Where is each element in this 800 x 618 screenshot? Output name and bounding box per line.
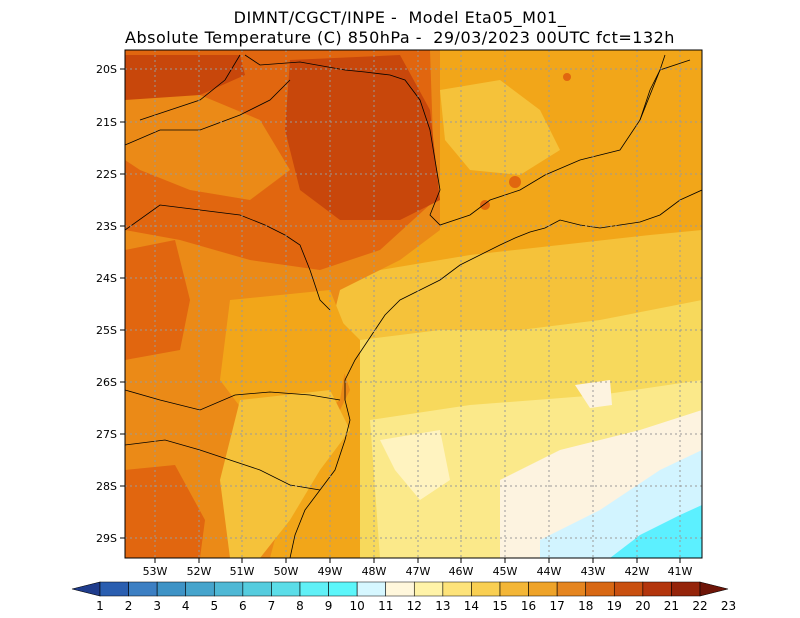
field-cyan: [610, 505, 702, 558]
colorbar-swatch: [128, 581, 158, 597]
state-border-6: [139, 54, 241, 121]
map-frame: [124, 49, 703, 559]
colorbar-label: 14: [464, 599, 479, 613]
lon-label: 52W: [187, 565, 212, 578]
grid: [125, 50, 702, 558]
state-border-1: [244, 54, 666, 226]
state-border-2: [125, 204, 331, 311]
lon-label: 51W: [230, 565, 255, 578]
title-line-2: Absolute Temperature (C) 850hPa - 29/03/…: [125, 28, 675, 47]
colorbar-label: 23: [721, 599, 736, 613]
colorbar-label: 5: [210, 599, 218, 613]
colorbar-label: 18: [578, 599, 593, 613]
colorbar-label: 19: [607, 599, 622, 613]
colorbar-swatch: [99, 581, 129, 597]
colorbar-swatch: [671, 581, 701, 597]
colorbar-label: 3: [153, 599, 161, 613]
colorbar-label: 20: [635, 599, 650, 613]
colorbar-label: 17: [550, 599, 565, 613]
colorbar-label: 13: [435, 599, 450, 613]
lon-label: 53W: [143, 565, 168, 578]
colorbar-swatch: [499, 581, 529, 597]
colorbar-label: 6: [239, 599, 247, 613]
colorbar-swatch: [71, 581, 101, 597]
field-cool-ne: [440, 80, 560, 175]
lat-label: 27S: [96, 428, 117, 441]
colorbar-swatch: [585, 581, 615, 597]
colorbar-swatch: [613, 581, 644, 597]
lon-label: 45W: [493, 565, 518, 578]
lon-labels: 53W 52W 51W 50W 49W 48W 47W 46W 45W 44W …: [143, 565, 693, 578]
colorbar-label: 4: [182, 599, 190, 613]
lon-label: 44W: [537, 565, 562, 578]
colorbar-swatch: [442, 581, 472, 597]
lat-label: 21S: [96, 116, 117, 129]
colorbar-label: 7: [268, 599, 276, 613]
lat-label: 26S: [96, 376, 117, 389]
temperature-field: [125, 50, 702, 558]
field-spot-2: [480, 200, 490, 210]
field-cream-1: [380, 430, 450, 500]
lat-label: 22S: [96, 168, 117, 181]
lat-label: 28S: [96, 480, 117, 493]
lon-label: 43W: [581, 565, 606, 578]
colorbar: 1 2 3 4 5 6 7 8 9 10 11 12 13 14 15 16 17 18 19 20 21 22 23: [71, 581, 736, 613]
lon-label: 50W: [274, 565, 299, 578]
lat-label: 23S: [96, 220, 117, 233]
colorbar-swatch: [242, 581, 272, 597]
colorbar-label: 10: [350, 599, 365, 613]
field-cool-sw: [220, 390, 350, 558]
colorbar-swatch: [356, 581, 387, 597]
colorbar-swatch: [699, 581, 729, 597]
colorbar-label: 21: [664, 599, 679, 613]
colorbar-label: 9: [325, 599, 333, 613]
field-spot-3: [563, 73, 571, 81]
coastline: [289, 189, 702, 558]
colorbar-swatch: [156, 581, 187, 597]
lon-label: 46W: [449, 565, 474, 578]
colorbar-swatch: [528, 581, 558, 597]
colorbar-swatch: [413, 581, 444, 597]
tick-marks: [120, 68, 681, 563]
field-warm-sw: [125, 465, 205, 558]
colorbar-label: 15: [492, 599, 507, 613]
state-border-4: [125, 439, 321, 491]
colorbar-swatch: [271, 581, 301, 597]
colorbar-label: 12: [407, 599, 422, 613]
lat-label: 24S: [96, 272, 117, 285]
lat-label: 29S: [96, 532, 117, 545]
colorbar-swatch: [185, 581, 215, 597]
field-cool: [330, 230, 702, 340]
title-line-1: DIMNT/CGCT/INPE - Model Eta05_M01_: [233, 8, 567, 27]
field-warmest-1: [285, 55, 440, 220]
colorbar-swatch: [299, 581, 329, 597]
lon-label: 47W: [406, 565, 431, 578]
colorbar-swatch: [328, 581, 358, 597]
colorbar-label: 16: [521, 599, 536, 613]
colorbar-swatch: [213, 581, 244, 597]
lon-label: 48W: [362, 565, 387, 578]
colorbar-label: 22: [692, 599, 707, 613]
lat-labels: 20S 21S 22S 23S 24S 25S 26S 27S 28S 29S: [96, 63, 117, 545]
colorbar-swatch: [385, 581, 415, 597]
colorbar-label: 2: [125, 599, 133, 613]
colorbar-swatch: [642, 581, 672, 597]
lon-label: 41W: [668, 565, 693, 578]
field-light-patch: [575, 380, 612, 408]
lat-label: 20S: [96, 63, 117, 76]
colorbar-label: 1: [96, 599, 104, 613]
colorbar-label: 8: [296, 599, 304, 613]
state-border-7: [639, 59, 691, 121]
colorbar-label: 11: [378, 599, 393, 613]
colorbar-swatch: [556, 581, 587, 597]
state-border-3: [125, 389, 341, 411]
field-spot-1: [509, 176, 521, 188]
lon-label: 42W: [625, 565, 650, 578]
lon-label: 49W: [318, 565, 343, 578]
lat-label: 25S: [96, 324, 117, 337]
colorbar-swatch: [471, 581, 501, 597]
